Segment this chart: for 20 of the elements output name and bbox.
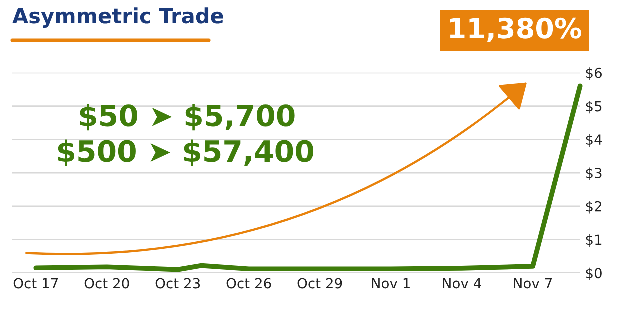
x-tick-label: Oct 26 [226, 278, 272, 289]
x-tick-label: Nov 1 [372, 278, 410, 289]
text: 11,380% [450, 18, 582, 42]
annotation: $500 ➤ $57,400 [58, 140, 314, 166]
y-tick-label: $3 [586, 168, 602, 180]
y-tick-label: $0 [586, 268, 602, 280]
x-tick-label: Oct 23 [156, 278, 200, 289]
x-tick-label: Nov 4 [443, 278, 482, 289]
y-tick-label: $4 [586, 134, 602, 147]
x-tick-label: Oct 20 [84, 278, 130, 289]
x-tick-label: Oct 17 [14, 278, 58, 289]
y-tick-label: $6 [586, 68, 602, 80]
annotation: $50 ➤ $5,700 [80, 104, 295, 131]
y-tick-label: $1 [586, 234, 602, 248]
y-tick-label: $5 [586, 100, 602, 114]
x-tick-label: Nov 7 [514, 278, 552, 289]
line-series [34, 84, 583, 272]
x-tick-label: Oct 29 [298, 278, 342, 289]
y-tick-label: $2 [586, 201, 602, 214]
chart-title: Asymmetric Trade [12, 8, 224, 28]
